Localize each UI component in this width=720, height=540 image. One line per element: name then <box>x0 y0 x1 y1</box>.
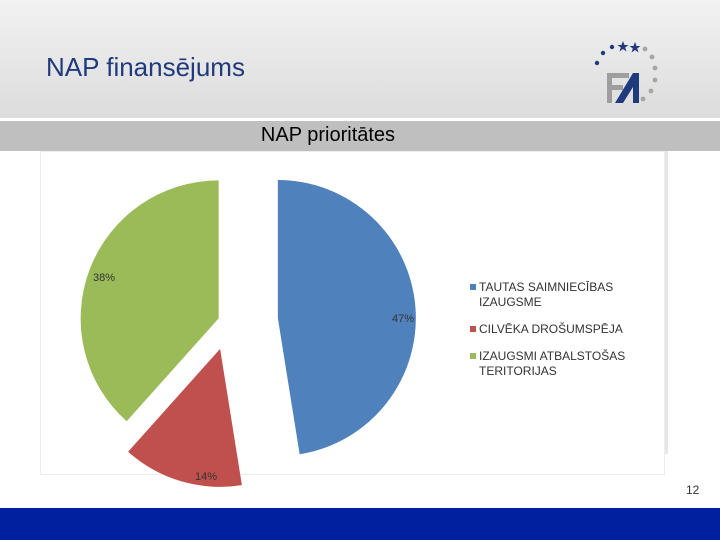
data-label-1: 14% <box>195 471 217 483</box>
pie-slice-1 <box>128 348 242 487</box>
eu-funds-logo <box>594 41 658 103</box>
legend-swatch-2 <box>470 353 476 359</box>
legend-swatch-0 <box>470 284 476 290</box>
chart-area-shadow <box>665 151 668 454</box>
legend-label-0: TAUTAS SAIMNIECĪBAS IZAUGSME <box>479 280 614 309</box>
legend-swatch-1 <box>470 326 476 332</box>
legend-item-0: TAUTAS SAIMNIECĪBAS IZAUGSME <box>470 280 650 310</box>
legend-label-2: IZAUGSMI ATBALSTOŠAS TERITORIJAS <box>479 349 626 378</box>
footer-bar <box>0 508 720 540</box>
legend-item-2: IZAUGSMI ATBALSTOŠAS TERITORIJAS <box>470 349 650 379</box>
chart-title-band <box>0 121 720 151</box>
data-label-2: 38% <box>93 272 115 284</box>
slide-title: NAP finansējums <box>46 52 245 82</box>
legend-label-1: CILVĒKA DROŠUMSPĒJA <box>479 322 623 336</box>
legend-item-1: CILVĒKA DROŠUMSPĒJA <box>470 322 650 337</box>
pie-slice-2 <box>80 180 219 422</box>
chart-title: NAP prioritātes <box>260 124 396 146</box>
pie-slice-0 <box>277 180 416 455</box>
slide-header <box>0 0 720 118</box>
chart-legend: TAUTAS SAIMNIECĪBAS IZAUGSME CILVĒKA DRO… <box>470 280 650 391</box>
data-label-0: 47% <box>392 313 414 325</box>
page-number: 12 <box>686 483 700 497</box>
